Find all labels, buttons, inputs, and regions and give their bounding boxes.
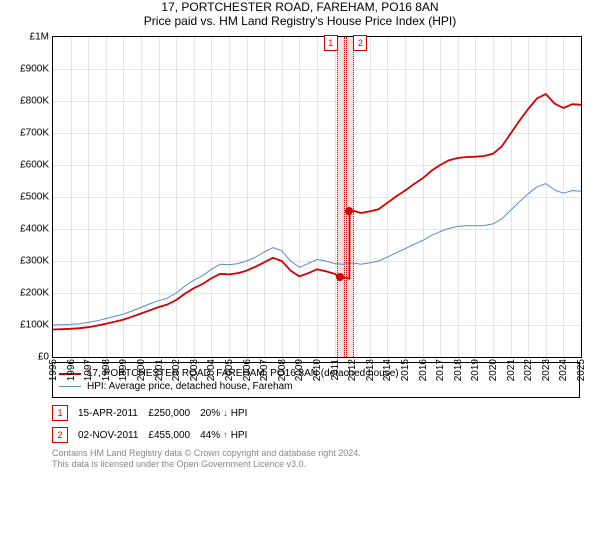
legend-item-2: HPI: Average price, detached house, Fare… — [59, 380, 573, 393]
ytick-label: £500K — [20, 192, 49, 203]
ytick-label: £100K — [20, 320, 49, 331]
sale-price: £455,000 — [148, 424, 200, 446]
xtick-label: 2020 — [488, 359, 499, 381]
xtick-label: 1995 — [48, 359, 59, 381]
xtick-label: 2025 — [576, 359, 587, 381]
sale-price: £250,000 — [148, 402, 200, 424]
ytick-label: £400K — [20, 224, 49, 235]
xtick-label: 2013 — [365, 359, 376, 381]
xtick-label: 2021 — [506, 359, 517, 381]
xtick-label: 2022 — [523, 359, 534, 381]
table-row: 2 02-NOV-2011£455,00044% ↑ HPI — [52, 424, 257, 446]
xtick-label: 2007 — [259, 359, 270, 381]
page-subtitle: Price paid vs. HM Land Registry's House … — [0, 14, 600, 28]
footer: Contains HM Land Registry data © Crown c… — [52, 448, 580, 471]
xtick-label: 1998 — [101, 359, 112, 381]
xtick-label: 2008 — [277, 359, 288, 381]
xtick-label: 2006 — [242, 359, 253, 381]
legend-swatch-2 — [59, 386, 81, 387]
xtick-label: 2001 — [154, 359, 165, 381]
line-series2 — [53, 184, 581, 325]
xtick-label: 2014 — [382, 359, 393, 381]
xtick-label: 2002 — [171, 359, 182, 381]
xtick-label: 2018 — [453, 359, 464, 381]
ytick-label: £300K — [20, 256, 49, 267]
xtick-label: 2023 — [541, 359, 552, 381]
ytick-label: £800K — [20, 96, 49, 107]
sale-badge: 1 — [52, 405, 68, 421]
xtick-label: 2015 — [400, 359, 411, 381]
arrow-icon: ↓ — [223, 408, 228, 419]
ytick-label: £1M — [30, 32, 49, 43]
line-series1 — [53, 94, 581, 330]
sale-pct: 20% ↓ HPI — [200, 402, 257, 424]
xtick-label: 2016 — [418, 359, 429, 381]
sale-date: 02-NOV-2011 — [78, 424, 148, 446]
ytick-label: £900K — [20, 64, 49, 75]
xtick-label: 2004 — [206, 359, 217, 381]
ytick-label: £200K — [20, 288, 49, 299]
arrow-icon: ↑ — [223, 430, 228, 441]
xtick-label: 1997 — [83, 359, 94, 381]
xtick-label: 2024 — [558, 359, 569, 381]
xtick-label: 2003 — [189, 359, 200, 381]
footer-line-2: This data is licensed under the Open Gov… — [52, 459, 580, 470]
legend-label-2: HPI: Average price, detached house, Fare… — [87, 381, 293, 392]
xtick-label: 2009 — [294, 359, 305, 381]
xtick-label: 2019 — [470, 359, 481, 381]
sales-table: 1 15-APR-2011£250,00020% ↓ HPI 2 02-NOV-201… — [52, 402, 257, 446]
footer-line-1: Contains HM Land Registry data © Crown c… — [52, 448, 580, 459]
xtick-label: 2012 — [347, 359, 358, 381]
ytick-label: £600K — [20, 160, 49, 171]
ytick-label: £700K — [20, 128, 49, 139]
table-row: 1 15-APR-2011£250,00020% ↓ HPI — [52, 402, 257, 424]
xtick-label: 2010 — [312, 359, 323, 381]
sale-date: 15-APR-2011 — [78, 402, 148, 424]
xtick-label: 1996 — [66, 359, 77, 381]
xtick-label: 2000 — [136, 359, 147, 381]
xtick-label: 2017 — [435, 359, 446, 381]
xtick-label: 2005 — [224, 359, 235, 381]
sale-badge: 2 — [52, 427, 68, 443]
chart-plot: £0£100K£200K£300K£400K£500K£600K£700K£80… — [52, 36, 582, 358]
xtick-label: 2011 — [330, 359, 341, 381]
chart-svg — [53, 37, 581, 357]
sale-pct: 44% ↑ HPI — [200, 424, 257, 446]
xtick-label: 1999 — [118, 359, 129, 381]
page-title: 17, PORTCHESTER ROAD, FAREHAM, PO16 8AN — [0, 0, 600, 14]
